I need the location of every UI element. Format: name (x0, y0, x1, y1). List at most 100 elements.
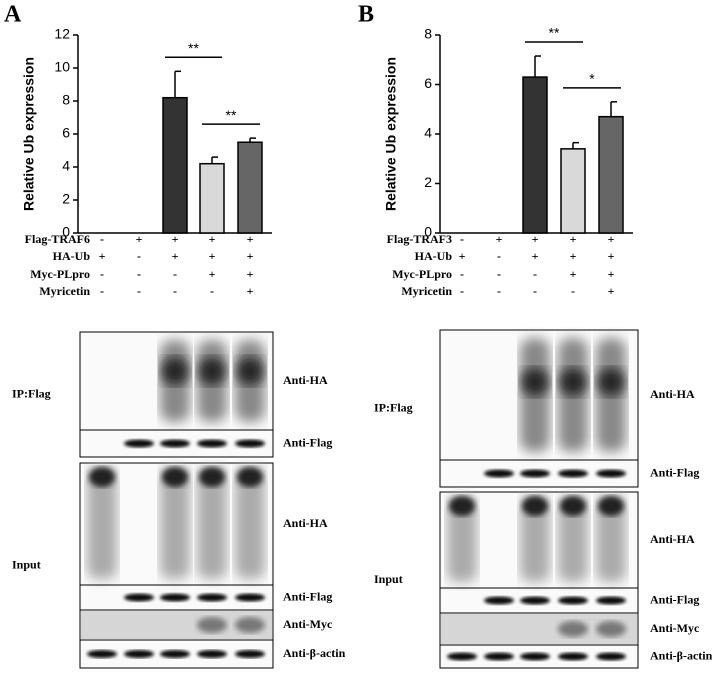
blot-band (235, 593, 265, 602)
blot-smear-core (521, 368, 549, 396)
y-tick-label: 10 (54, 59, 70, 75)
y-tick-label: 8 (62, 92, 70, 108)
treatment-mark: + (608, 232, 615, 246)
y-tick-label: 8 (424, 26, 432, 42)
blot-band (160, 439, 190, 448)
treatment-mark: + (608, 249, 615, 263)
significance-label: ** (226, 107, 237, 123)
treatment-mark: + (459, 249, 466, 263)
blot-row-label: Anti-Flag (283, 589, 332, 603)
treatment-mark: - (533, 267, 537, 281)
blot-group-label: Input (12, 557, 41, 571)
blot-smear-core (560, 496, 586, 516)
blot-band (484, 596, 514, 605)
significance-label: ** (549, 25, 560, 41)
blot-smear-core (598, 496, 624, 516)
blot-smear (558, 496, 588, 582)
treatment-mark: + (209, 267, 216, 281)
y-tick-label: 2 (424, 174, 432, 190)
blot-smear-core (597, 368, 625, 396)
treatment-mark: - (137, 249, 141, 263)
blot-smear (87, 467, 117, 579)
treatment-mark: - (460, 267, 464, 281)
bar (237, 141, 263, 234)
blot-smear-core (449, 496, 475, 516)
bar (199, 162, 225, 234)
blot-smear-core (162, 467, 188, 487)
blot-band (520, 652, 550, 661)
blot-smear-core (237, 467, 263, 487)
blot-band (235, 617, 265, 633)
bar (522, 76, 548, 234)
blot-group-label: Input (374, 572, 403, 586)
y-tick-label: 6 (424, 75, 432, 91)
blot-band (484, 469, 514, 478)
treatment-label: Flag-TRAF3 (387, 232, 452, 246)
treatment-mark: + (247, 284, 254, 298)
bar (162, 96, 188, 234)
blot-band (596, 621, 626, 637)
treatment-mark: + (532, 232, 539, 246)
y-axis-title: Relative Ub expression (383, 57, 399, 211)
significance-label: * (589, 71, 595, 87)
panel-label: B (358, 2, 374, 28)
blot-smear (197, 467, 227, 579)
blot-smear (520, 496, 550, 582)
treatment-mark: + (608, 267, 615, 281)
treatment-mark: + (570, 232, 577, 246)
blot-smear-core (522, 496, 548, 516)
blot-band (124, 439, 154, 448)
y-axis-title: Relative Ub expression (21, 57, 37, 211)
blot-row-label: Anti-Myc (283, 617, 333, 631)
treatment-mark: + (136, 232, 143, 246)
treatment-mark: - (100, 267, 104, 281)
blot-row-label: Anti-Flag (650, 592, 699, 606)
blot-band (87, 650, 117, 658)
panel-label: A (4, 2, 22, 28)
y-tick-label: 4 (424, 125, 432, 141)
treatment-mark: + (172, 249, 179, 263)
blot-row-label: Anti-Flag (283, 435, 332, 449)
blot-band (596, 596, 626, 605)
treatment-mark: - (460, 284, 464, 298)
blot-row-label: Anti-HA (650, 532, 695, 546)
blot-row-label: Anti-HA (283, 373, 328, 387)
treatment-mark: + (247, 232, 254, 246)
blot-band (558, 621, 588, 637)
blot-smear (447, 496, 477, 582)
significance-label: ** (188, 40, 199, 56)
treatment-mark: + (532, 249, 539, 263)
blot-smear-core (161, 357, 189, 386)
blot-band (197, 439, 227, 448)
treatment-mark: - (173, 267, 177, 281)
y-tick-label: 0 (62, 224, 70, 240)
blot-band (447, 652, 477, 661)
treatment-label: Myricetin (39, 284, 90, 298)
y-tick-label: 6 (62, 125, 70, 141)
treatment-mark: + (172, 232, 179, 246)
blot-band (197, 617, 227, 633)
treatment-mark: - (210, 284, 214, 298)
blot-band (124, 593, 154, 602)
treatment-label: Myricetin (401, 284, 452, 298)
blot-group-label: IP:Flag (12, 386, 51, 400)
blot-band (197, 650, 227, 658)
y-tick-label: 2 (62, 191, 70, 207)
blot-band (520, 469, 550, 478)
blot-row-label: Anti-HA (283, 516, 328, 530)
blot-row-label: Anti-β-actin (283, 646, 346, 660)
treatment-mark: + (99, 249, 106, 263)
treatment-mark: + (247, 267, 254, 281)
treatment-mark: - (173, 284, 177, 298)
blot-band (596, 469, 626, 478)
blot-row-label: Anti-β-actin (650, 648, 713, 662)
treatment-mark: - (137, 267, 141, 281)
treatment-mark: - (571, 284, 575, 298)
treatment-label: Flag-TRAF6 (25, 232, 90, 246)
blot-band (558, 652, 588, 661)
blot-row-label: Anti-Flag (650, 465, 699, 479)
blot-smear-core (89, 467, 115, 487)
blot-smear-core (236, 357, 264, 386)
y-tick-label: 0 (424, 224, 432, 240)
treatment-mark: + (608, 284, 615, 298)
